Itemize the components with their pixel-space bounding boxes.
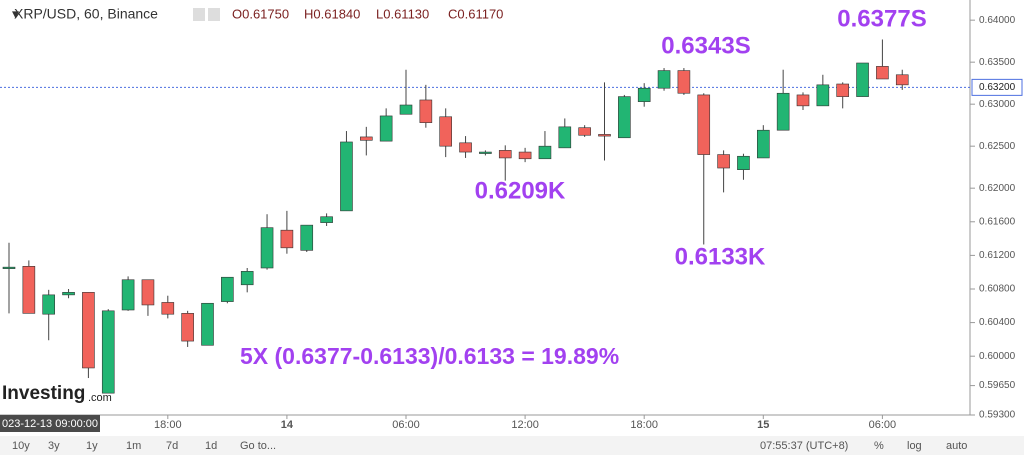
last-price-box: [971, 78, 1023, 96]
candle-body: [379, 115, 393, 142]
y-tick-label: 0.63500: [979, 57, 1016, 68]
candle-body: [598, 134, 611, 137]
option-button[interactable]: %: [874, 440, 884, 452]
chart-title: XRP/USD, 60, Binance: [14, 6, 158, 22]
candle-body: [439, 116, 453, 147]
logo: Investing: [2, 383, 85, 404]
candle-body: [101, 310, 115, 394]
clock: 07:55:37 (UTC+8): [760, 440, 848, 452]
crosshair-date: 023-12-13 09:00:00: [2, 418, 98, 430]
y-tick-label: 0.62000: [979, 183, 1016, 194]
candle-body: [816, 84, 830, 107]
candle-body: [141, 279, 155, 306]
ohlc-value: H0.61840: [304, 6, 360, 21]
option-button[interactable]: auto: [946, 440, 967, 452]
y-tick-label: 0.59300: [979, 410, 1016, 421]
toolbar: [0, 436, 1024, 455]
candle-body: [518, 151, 532, 160]
candle-body: [856, 62, 869, 97]
candle-body: [737, 155, 750, 170]
candle-body: [876, 66, 889, 80]
candle-body: [836, 83, 850, 97]
range-button[interactable]: 7d: [166, 440, 178, 452]
candle-body: [419, 99, 433, 123]
candle-body: [717, 154, 730, 169]
candle-body: [121, 279, 135, 311]
ohlc-value: O0.61750: [232, 6, 289, 21]
candle-body: [82, 292, 95, 369]
crosshair-date-box: [0, 415, 100, 432]
annotation: 5X (0.6377-0.6133)/0.6133 = 19.89%: [240, 343, 619, 369]
candle-body: [756, 129, 770, 159]
y-tick-label: 0.63000: [979, 99, 1016, 110]
x-tick-label: 18:00: [154, 419, 182, 431]
candle-body: [62, 292, 75, 296]
annotation: 0.6377S: [837, 5, 926, 32]
candle-body: [280, 229, 294, 249]
annotation: 0.6209K: [475, 177, 566, 204]
candle-body: [161, 302, 175, 315]
y-tick-label: 0.59650: [979, 380, 1016, 391]
candle-body: [42, 294, 56, 315]
candle-body: [181, 313, 194, 342]
candle-body: [657, 70, 671, 89]
candle-body: [697, 94, 711, 155]
candle-body: [776, 92, 790, 131]
x-tick-label: 15: [757, 419, 769, 431]
candle-body: [399, 104, 413, 115]
annotation: 0.6343S: [661, 32, 750, 59]
candle-body: [221, 276, 234, 302]
candle-body: [895, 74, 909, 86]
y-tick-label: 0.61600: [979, 216, 1016, 227]
candle-body: [459, 142, 472, 153]
range-button[interactable]: 3y: [48, 440, 60, 452]
candle-body: [677, 70, 691, 94]
candle-body: [498, 150, 512, 159]
range-button[interactable]: 10y: [12, 440, 30, 452]
y-tick-label: 0.62500: [979, 141, 1016, 152]
y-tick-label: 0.60400: [979, 317, 1016, 328]
x-tick-label: 14: [281, 419, 294, 431]
candle-body: [300, 224, 314, 251]
x-tick-label: 06:00: [869, 419, 897, 431]
range-button[interactable]: 1y: [86, 440, 98, 452]
settings-icon[interactable]: [208, 8, 220, 21]
settings-icon[interactable]: [193, 8, 205, 21]
y-tick-label: 0.60800: [979, 284, 1016, 295]
y-tick-label: 0.61200: [979, 250, 1016, 261]
candle-body: [320, 216, 333, 223]
range-button[interactable]: 1d: [205, 440, 217, 452]
candle-body: [260, 227, 274, 269]
candle-body: [22, 266, 36, 314]
candle-body: [359, 136, 373, 141]
x-tick-label: 12:00: [511, 419, 539, 431]
ohlc-value: C0.61170: [448, 6, 503, 21]
candle-body: [637, 87, 651, 102]
candle-body: [340, 141, 353, 212]
candle-body: [240, 271, 254, 286]
logo-suffix: .com: [88, 392, 112, 404]
x-tick-label: 18:00: [630, 419, 658, 431]
x-tick-label: 06:00: [392, 419, 420, 431]
candle-body: [618, 96, 631, 139]
annotation: 0.6133K: [675, 243, 766, 270]
candle-body: [558, 126, 572, 149]
candle-body: [479, 151, 492, 154]
range-button[interactable]: Go to...: [240, 440, 276, 452]
y-tick-label: 0.60000: [979, 351, 1016, 362]
candle-body: [2, 266, 16, 269]
last-price-label: 0.63200: [979, 82, 1016, 93]
candle-body: [578, 127, 591, 136]
ohlc-value: L0.61130: [376, 6, 429, 21]
candle-body: [538, 145, 552, 160]
y-tick-label: 0.64000: [979, 15, 1016, 26]
expand-icon[interactable]: ▾: [12, 6, 19, 22]
range-button[interactable]: 1m: [126, 440, 141, 452]
candle-body: [201, 302, 214, 346]
option-button[interactable]: log: [907, 440, 922, 452]
candle-body: [796, 94, 810, 107]
